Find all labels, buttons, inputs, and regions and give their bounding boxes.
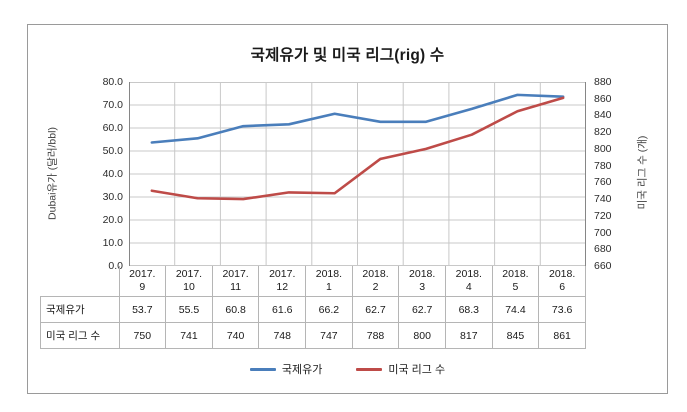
period-month: 1 xyxy=(325,281,332,293)
y-axis-left-tick: 10.0 xyxy=(102,237,123,249)
y-axis-left-tick: 80.0 xyxy=(102,76,123,88)
y-axis-right-tick: 740 xyxy=(594,193,612,206)
table-row-label: 국제유가 xyxy=(40,296,120,323)
legend-label: 국제유가 xyxy=(281,364,323,376)
period-year: 2017. xyxy=(129,268,156,280)
table-cell: 750 xyxy=(118,322,167,349)
table-cell: 817 xyxy=(444,322,493,349)
table-cell: 845 xyxy=(491,322,540,349)
table-cell: 60.8 xyxy=(211,296,260,323)
table-cell: 68.3 xyxy=(444,296,493,323)
period-month: 11 xyxy=(230,281,242,293)
period-year: 2018. xyxy=(315,268,343,280)
table-period-header: 2018. 6 xyxy=(538,266,586,297)
table-header-row: 2017. 9 2017. 10 2017. 11 2017. 12 2018. 1 2018. 2 2… xyxy=(41,266,586,297)
y-axis-right-tick: 860 xyxy=(594,92,612,105)
table-period-header: 2017. 11 xyxy=(211,266,260,297)
table-cell: 788 xyxy=(351,322,400,349)
period-month: 6 xyxy=(559,281,566,293)
y-axis-left-title: Dubai유가 (달러/bbl) xyxy=(46,127,59,220)
chart-legend: 국제유가 미국 리그 수 xyxy=(28,361,667,377)
y-axis-left-ticks: 0.0 10.0 20.0 30.0 40.0 50.0 60.0 70.0 80.0 xyxy=(59,76,123,272)
y-axis-right-tick: 840 xyxy=(594,109,612,122)
table-cell: 73.6 xyxy=(538,296,586,323)
y-axis-right-tick: 800 xyxy=(594,142,612,155)
chart-container: 국제유가 및 미국 리그(rig) 수 Dubai유가 (달러/bbl) 미국 … xyxy=(27,24,668,394)
period-year: 2018. xyxy=(455,268,482,280)
table-cell: 74.4 xyxy=(491,296,540,323)
table-row: 미국 리그 수 750 741 740 748 747 788 800 817 845 861 xyxy=(40,322,586,349)
y-axis-right-tick: 880 xyxy=(594,76,612,88)
period-year: 2018. xyxy=(409,268,436,280)
period-month: 5 xyxy=(512,281,519,293)
period-year: 2018. xyxy=(548,268,576,280)
table-period-header: 2017. 9 xyxy=(118,266,167,297)
table-corner-cell xyxy=(41,266,120,297)
table-period-header: 2018. 4 xyxy=(444,266,493,297)
table-period-header: 2017. 12 xyxy=(258,266,307,297)
table-cell: 740 xyxy=(211,322,260,349)
y-axis-left-tick: 30.0 xyxy=(102,191,123,203)
period-year: 2017. xyxy=(269,268,296,280)
period-month: 4 xyxy=(465,281,472,293)
table-cell: 747 xyxy=(305,322,353,349)
y-axis-left-tick: 50.0 xyxy=(102,145,123,157)
table-period-header: 2018. 5 xyxy=(491,266,540,297)
legend-item-oil[interactable]: 국제유가 xyxy=(249,361,323,377)
legend-item-rigs[interactable]: 미국 리그 수 xyxy=(356,361,445,377)
period-month: 2 xyxy=(372,281,379,293)
y-axis-right-tick: 660 xyxy=(594,260,612,272)
y-axis-right-tick: 820 xyxy=(594,126,612,139)
table-cell: 748 xyxy=(258,322,307,349)
table-cell: 62.7 xyxy=(398,296,446,323)
period-month: 12 xyxy=(276,281,289,293)
period-month: 9 xyxy=(139,281,146,293)
period-year: 2017. xyxy=(222,268,249,280)
y-axis-left-tick: 70.0 xyxy=(102,99,123,111)
y-axis-right-tick: 780 xyxy=(594,159,612,172)
legend-line-swatch-icon xyxy=(249,367,276,371)
table-row: 국제유가 53.7 55.5 60.8 61.6 66.2 62.7 62.7 68.3 74.4… xyxy=(40,296,586,323)
table-cell: 55.5 xyxy=(165,296,213,323)
period-year: 2018. xyxy=(362,268,389,280)
series-line-oil xyxy=(150,93,565,144)
table-period-header: 2017. 10 xyxy=(165,266,213,297)
period-year: 2017. xyxy=(175,268,203,280)
y-axis-right-tick: 760 xyxy=(594,176,612,189)
y-axis-right-tick: 720 xyxy=(594,209,612,222)
period-month: 10 xyxy=(183,281,195,293)
chart-title: 국제유가 및 미국 리그(rig) 수 xyxy=(250,47,445,64)
period-year: 2018. xyxy=(502,268,529,280)
data-table: 2017. 9 2017. 10 2017. 11 2017. 12 2018. 1 2018. 2 2… xyxy=(40,266,586,349)
plot-svg xyxy=(129,82,586,266)
legend-label: 미국 리그 수 xyxy=(388,364,446,376)
plot-area xyxy=(129,82,586,266)
table-cell: 62.7 xyxy=(351,296,400,323)
table-cell: 800 xyxy=(398,322,446,349)
table-cell: 741 xyxy=(165,322,213,349)
table-cell: 61.6 xyxy=(258,296,307,323)
table-cell: 861 xyxy=(538,322,586,349)
table-period-header: 2018. 2 xyxy=(351,266,400,297)
y-axis-right-tick: 700 xyxy=(594,226,612,239)
period-month: 3 xyxy=(419,281,426,293)
series-line-rigs xyxy=(150,96,565,201)
legend-line-swatch-icon xyxy=(356,367,383,371)
y-axis-left-tick: 40.0 xyxy=(102,168,123,180)
y-axis-right-tick: 680 xyxy=(594,243,612,256)
table-cell: 53.7 xyxy=(118,296,167,323)
table-period-header: 2018. 1 xyxy=(305,266,353,297)
y-axis-left-tick: 20.0 xyxy=(102,214,123,226)
y-axis-left-tick: 60.0 xyxy=(102,122,123,134)
table-row-label: 미국 리그 수 xyxy=(40,322,120,349)
y-axis-right-ticks: 660 680 700 720 740 760 780 800 820 840 860 880 xyxy=(594,76,638,272)
table-period-header: 2018. 3 xyxy=(398,266,446,297)
table-cell: 66.2 xyxy=(305,296,353,323)
